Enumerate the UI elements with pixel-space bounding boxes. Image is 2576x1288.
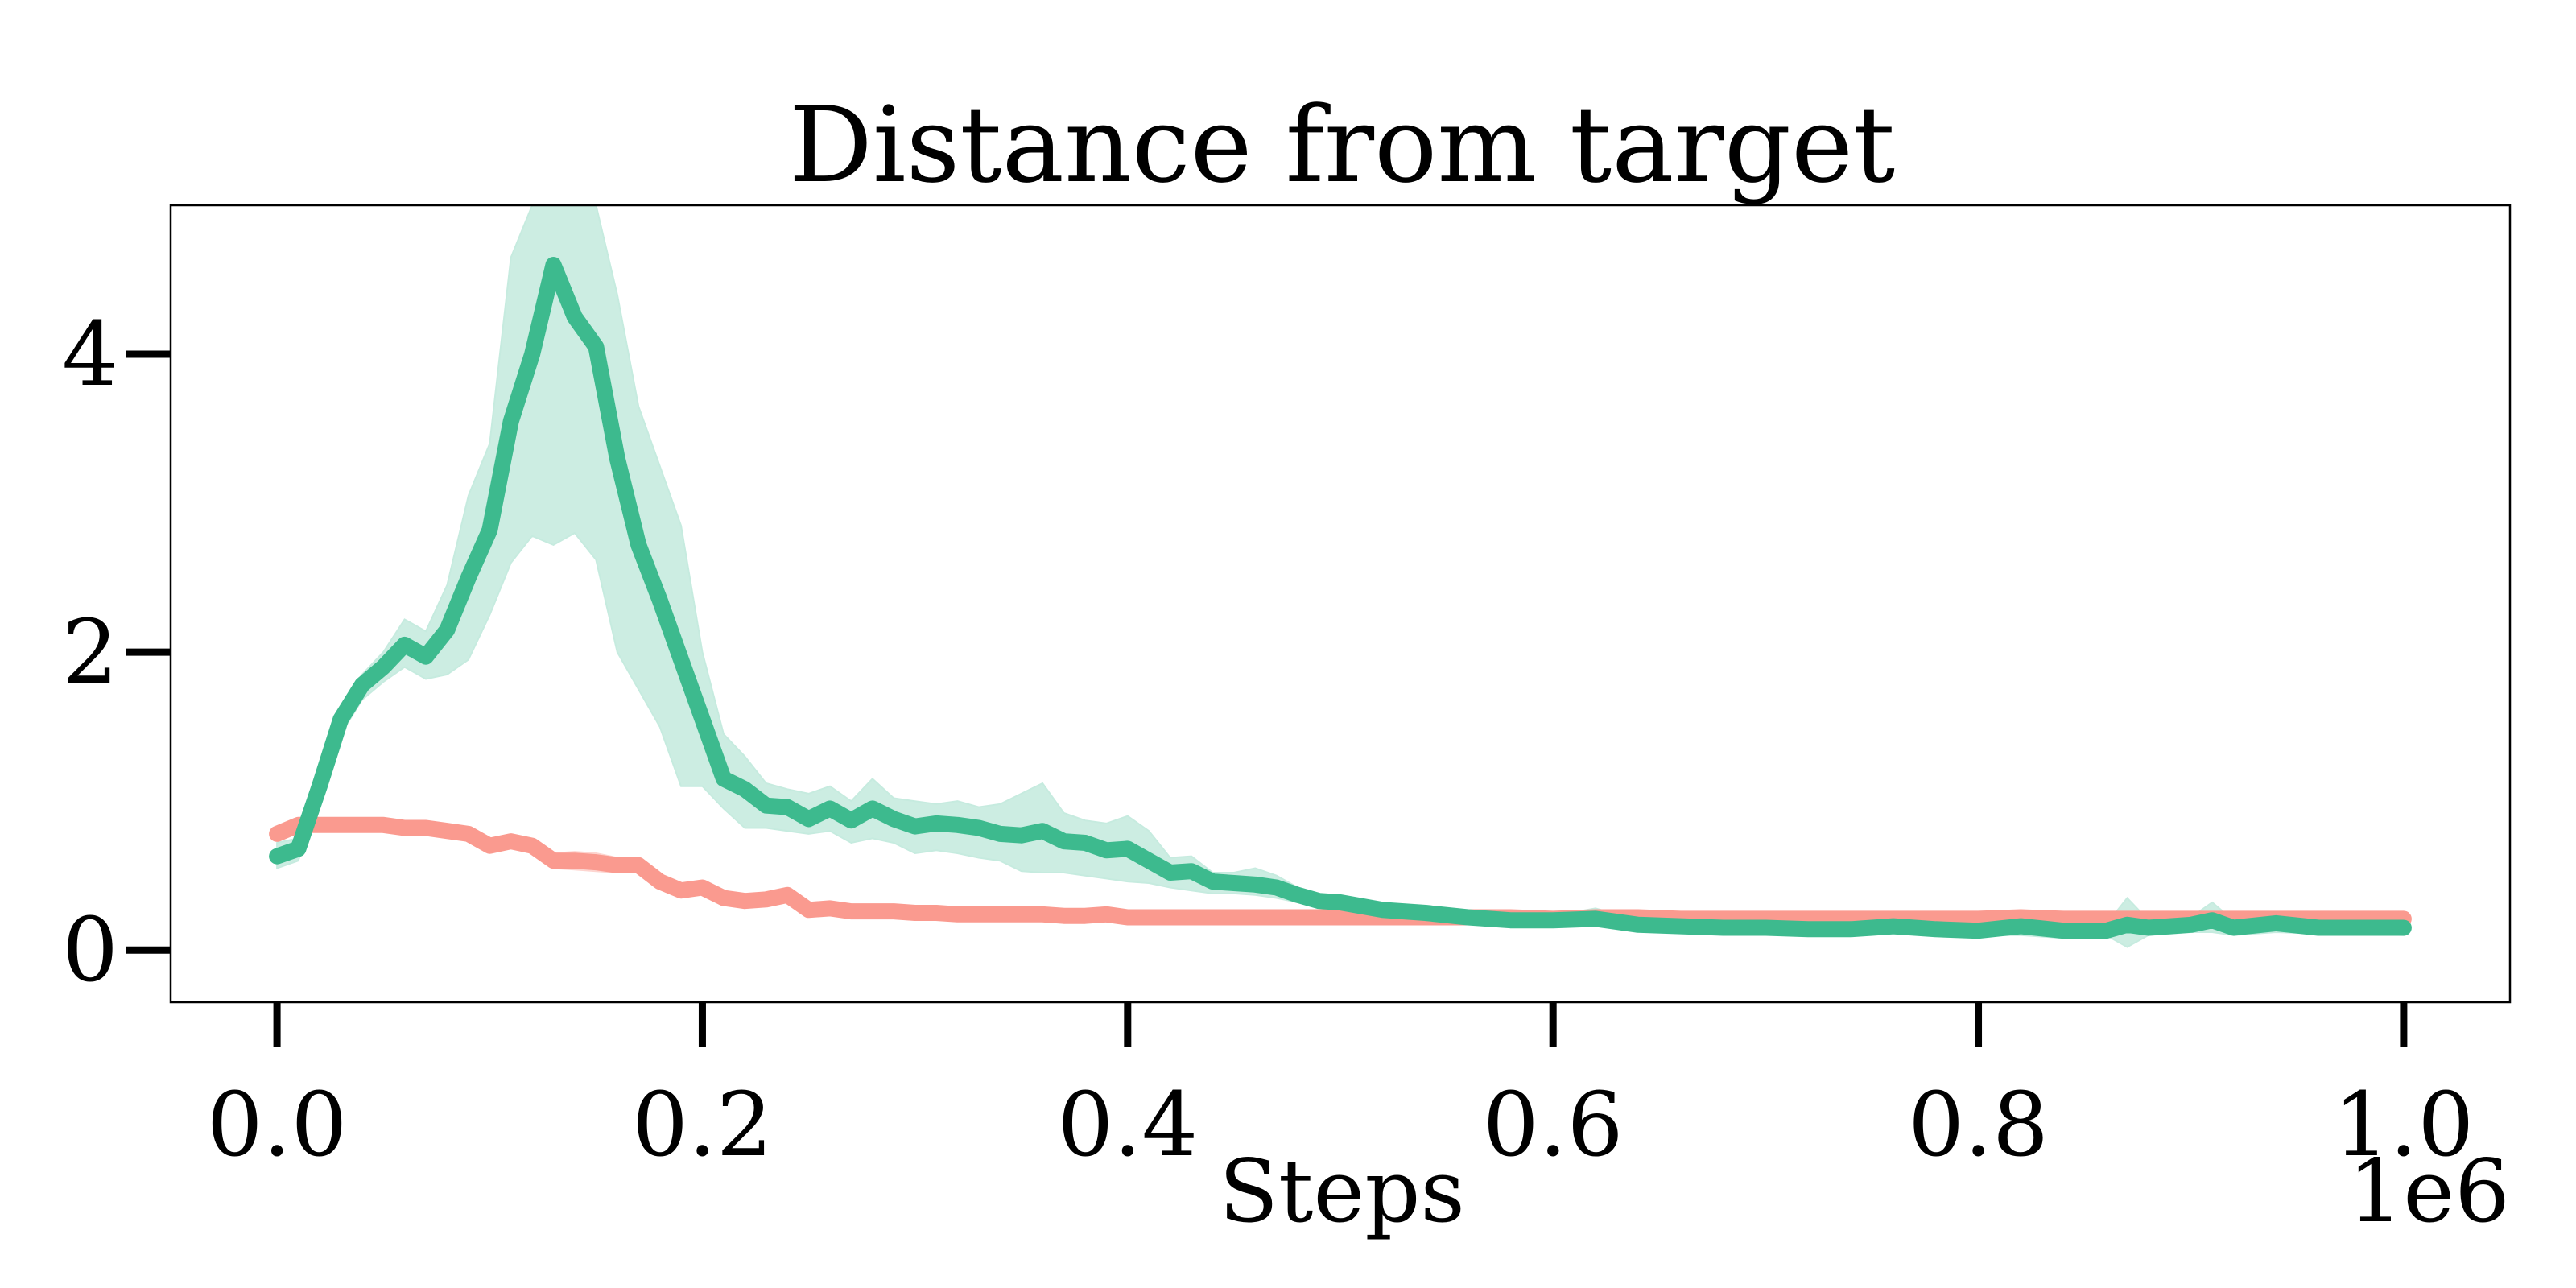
y-tick-label: 4: [62, 303, 118, 406]
x-tick-label: 0.4: [1057, 1073, 1198, 1176]
series-1-band: [276, 205, 2405, 948]
x-tick-label: 0.2: [632, 1073, 773, 1176]
y-tick-label: 0: [62, 898, 118, 1001]
chart-title: Distance from target: [789, 84, 1895, 206]
y-axis: 0 2 4: [62, 303, 171, 1001]
series-lines: [269, 257, 2412, 939]
plot-frame: [169, 204, 2512, 1004]
x-axis-label: Steps: [1219, 1141, 1465, 1242]
x-tick-label: 0.8: [1908, 1073, 2049, 1176]
series-2-line: [269, 816, 2412, 927]
x-tick-label: 0.6: [1483, 1073, 1624, 1176]
x-tick-label: 0.0: [207, 1073, 348, 1176]
series-1-line: [269, 257, 2412, 939]
x-tick-label: 1.0: [2333, 1073, 2474, 1176]
x-offset-label: 1e6: [2348, 1141, 2510, 1242]
x-axis: 0.0 0.2 0.4 0.6 0.8 1.0: [207, 1002, 2474, 1176]
confidence-bands: [276, 205, 2405, 948]
y-tick-label: 2: [62, 601, 118, 704]
